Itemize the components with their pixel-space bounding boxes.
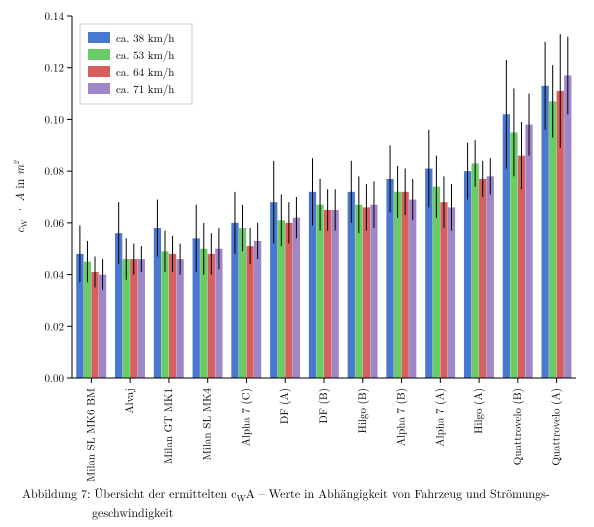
legend-label: ca. 71 km/h xyxy=(116,82,174,97)
bar xyxy=(138,259,145,378)
bar xyxy=(332,210,339,378)
xtick-label: DF (B) xyxy=(316,388,331,424)
bar xyxy=(370,205,377,378)
bar xyxy=(176,259,183,378)
bar xyxy=(293,218,300,378)
ytick-label: 0.10 xyxy=(44,112,64,127)
bar xyxy=(91,272,98,378)
legend-swatch xyxy=(88,49,110,60)
bar xyxy=(479,179,486,378)
ytick-label: 0.06 xyxy=(44,216,64,231)
bar xyxy=(254,241,261,378)
bar xyxy=(487,176,494,378)
bar xyxy=(440,202,447,378)
figure-container: 0.00 0.02 0.04 0.06 0.08 0.10 0.12 0.14 cW · A i… xyxy=(0,0,594,527)
xtick-label: Alpha 7 (C) xyxy=(238,388,253,446)
legend-label: ca. 38 km/h xyxy=(116,31,174,46)
bar xyxy=(472,163,479,378)
bar xyxy=(363,207,370,378)
y-axis-label: cW · A in m2 xyxy=(11,160,30,233)
legend-swatch xyxy=(88,83,110,94)
ytick-label: 0.08 xyxy=(44,164,64,179)
xtick-label: Quattrovelo (B) xyxy=(510,388,525,465)
xtick-label: Milan SL MK6 BM xyxy=(83,388,98,482)
bar xyxy=(464,171,471,378)
xtick-label: Milan GT MK1 xyxy=(161,388,176,464)
chart-svg: 0.00 0.02 0.04 0.06 0.08 0.10 0.12 0.14 cW · A i… xyxy=(0,0,594,486)
legend-swatch xyxy=(88,32,110,43)
caption-prefix: Abbildung 7: xyxy=(22,485,94,502)
legend-label: ca. 64 km/h xyxy=(116,65,174,80)
bar xyxy=(402,192,409,378)
xtick-label: Milan SL MK4 xyxy=(200,388,215,461)
bar xyxy=(246,246,253,378)
figure-caption: Abbildung 7: Übersicht der ermittelten c… xyxy=(22,486,572,521)
bar xyxy=(409,200,416,378)
ytick-label: 0.04 xyxy=(44,268,64,283)
xtick-label: Alpha 7 (B) xyxy=(394,388,409,446)
bar xyxy=(169,254,176,378)
bar xyxy=(324,210,331,378)
legend-label: ca. 53 km/h xyxy=(116,48,174,63)
ytick-label: 0.12 xyxy=(44,61,64,76)
xtick-label: Alpha 7 (A) xyxy=(432,388,447,447)
bar xyxy=(549,101,556,378)
bar xyxy=(564,75,571,378)
xtick-label: Quattrovelo (A) xyxy=(549,388,564,466)
bar xyxy=(285,223,292,378)
legend-swatch xyxy=(88,66,110,77)
bar xyxy=(394,192,401,378)
bar xyxy=(316,205,323,378)
xtick-label: Hilgo (B) xyxy=(355,388,370,433)
xtick-label: Alvaj xyxy=(122,388,137,414)
bar xyxy=(525,125,532,378)
ytick-label: 0.14 xyxy=(44,9,64,24)
xtick-label: Hilgo (A) xyxy=(471,388,486,434)
xtick-label: DF (A) xyxy=(277,388,292,424)
bar xyxy=(448,207,455,378)
bar xyxy=(130,259,137,378)
ytick-label: 0.00 xyxy=(44,371,64,386)
ytick-label: 0.02 xyxy=(44,319,64,334)
